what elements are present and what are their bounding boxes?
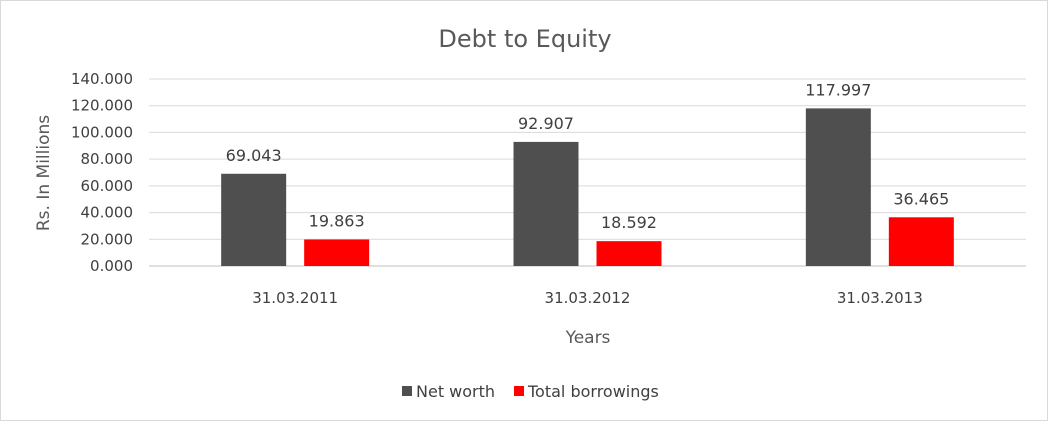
y-tick-label: 40.000 <box>81 204 134 222</box>
y-axis-ticks: 0.000 20.000 40.000 60.000 80.000 100.000 120.… <box>71 70 133 275</box>
x-tick-label: 31.03.2013 <box>837 289 923 307</box>
data-label: 36.465 <box>893 189 949 208</box>
bar-total-borrowings <box>304 239 370 266</box>
data-label: 18.592 <box>601 213 657 232</box>
y-tick-label: 80.000 <box>81 150 134 168</box>
bar-total-borrowings <box>888 217 954 266</box>
legend-swatch <box>514 386 524 396</box>
bar-net-worth <box>513 141 579 266</box>
y-tick-label: 120.000 <box>71 97 133 115</box>
data-labels: 69.043 19.863 92.907 18.592 117.997 36.465 <box>226 80 950 232</box>
chart-title: Debt to Equity <box>438 25 611 53</box>
y-axis-title: Rs. In Millions <box>34 115 54 231</box>
x-tick-label: 31.03.2012 <box>545 289 631 307</box>
data-label: 69.043 <box>226 146 282 165</box>
x-axis-ticks: 31.03.2011 31.03.2012 31.03.2013 <box>252 289 923 307</box>
bar-total-borrowings <box>596 241 662 266</box>
legend-label: Total borrowings <box>527 382 659 401</box>
y-tick-label: 140.000 <box>71 70 133 88</box>
y-tick-label: 0.000 <box>90 257 133 275</box>
data-label: 92.907 <box>518 114 574 133</box>
y-tick-label: 20.000 <box>81 230 134 248</box>
bar-net-worth <box>221 173 287 266</box>
x-axis-title: Years <box>565 328 611 348</box>
data-label: 117.997 <box>805 80 871 99</box>
legend-swatch <box>402 386 412 396</box>
y-tick-label: 100.000 <box>71 123 133 141</box>
bars <box>221 108 954 266</box>
gridlines <box>149 78 1026 267</box>
legend-label: Net worth <box>416 382 495 401</box>
y-tick-label: 60.000 <box>81 177 134 195</box>
x-tick-label: 31.03.2011 <box>252 289 338 307</box>
data-label: 19.863 <box>309 211 365 230</box>
bar-net-worth <box>805 108 871 266</box>
legend: Net worth Total borrowings <box>402 382 659 401</box>
